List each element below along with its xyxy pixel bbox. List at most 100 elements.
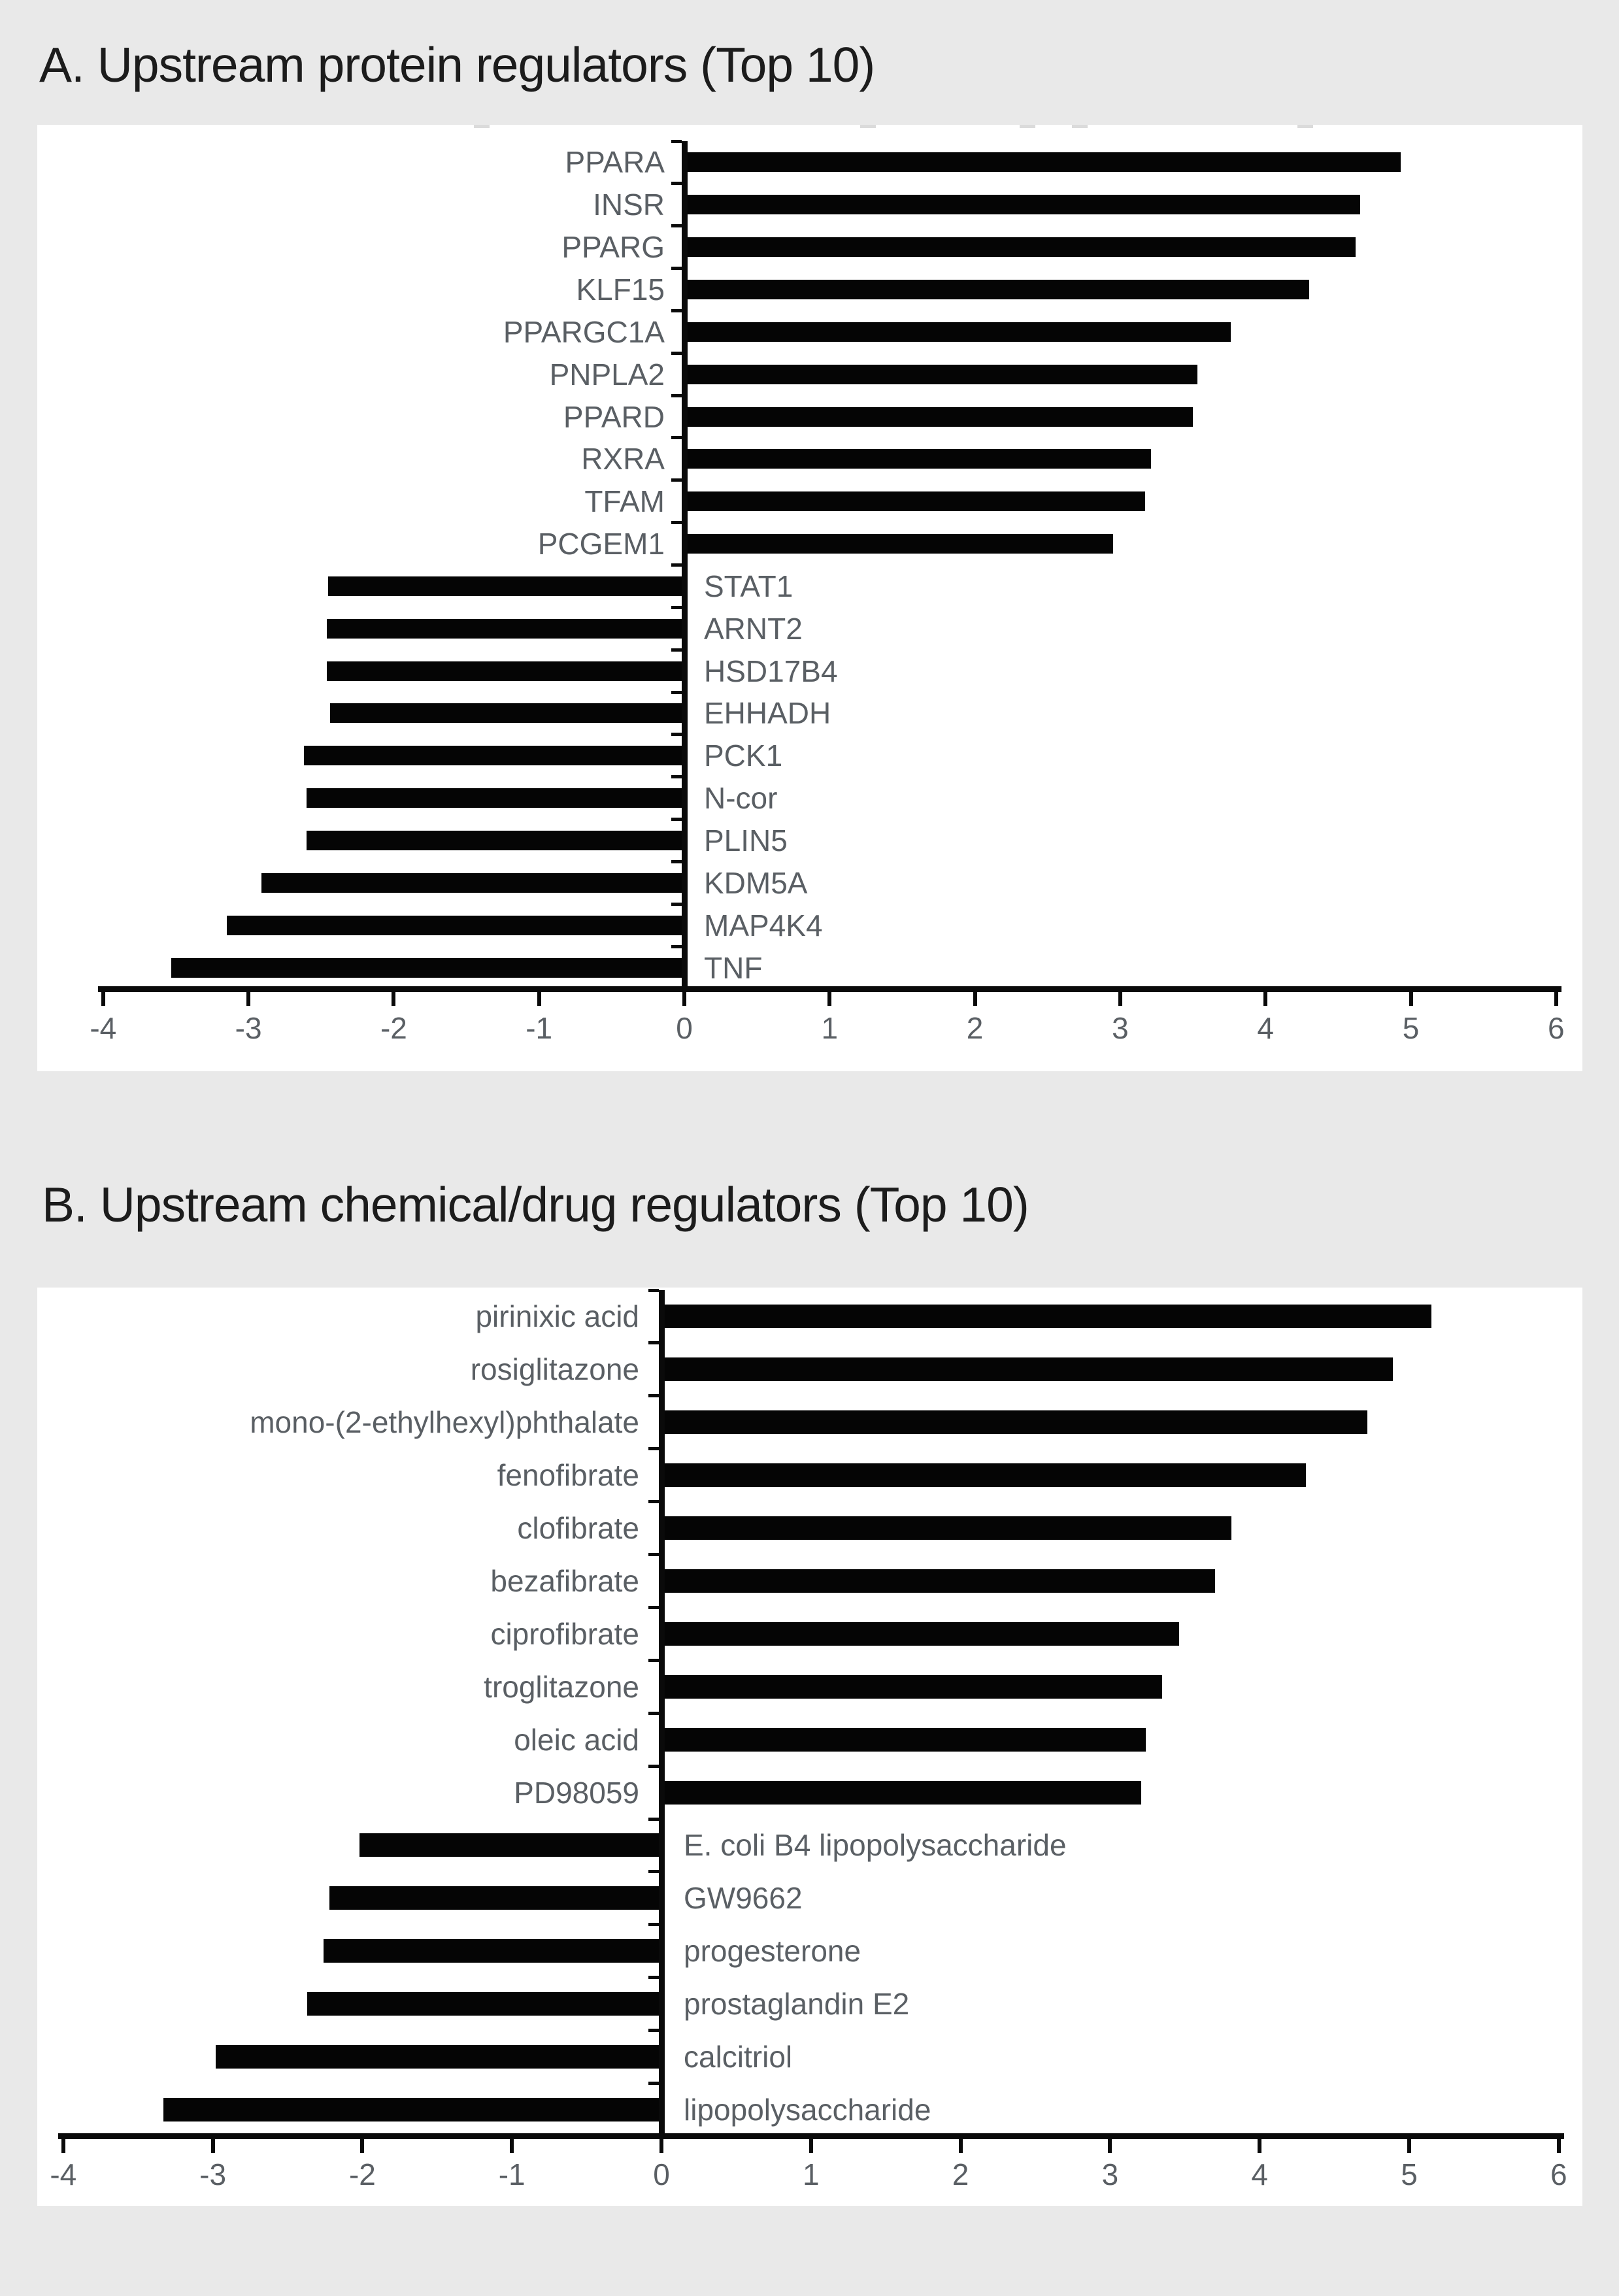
category-axis-tick (671, 859, 682, 863)
value-axis-tick-label: 3 (1101, 2157, 1119, 2191)
chart-a-panel: PPARA INSR PPARG KLF15 PPARGC1A PNPLA2 PPARD RX… (37, 125, 1582, 1071)
category-axis-tick (671, 436, 682, 440)
bar-mono-(2-ethylhexyl)phthalate (661, 1410, 1367, 1435)
category-label: PD98059 (514, 1775, 639, 1810)
value-axis-tick (360, 2137, 365, 2153)
category-label: ciprofibrate (490, 1616, 639, 1651)
bar-fenofibrate (661, 1463, 1307, 1488)
category-label: ARNT2 (704, 611, 803, 646)
category-axis-line (681, 141, 688, 991)
value-axis-tick-label: -3 (199, 2157, 227, 2191)
value-axis-tick (973, 990, 977, 1006)
value-axis-tick (1118, 990, 1122, 1006)
value-axis-tick-label: 4 (1257, 1011, 1274, 1045)
category-label: bezafibrate (490, 1563, 639, 1598)
category-label: pirinixic acid (475, 1299, 639, 1334)
category-label: HSD17B4 (704, 654, 838, 688)
category-axis-tick (648, 1658, 659, 1662)
category-label: clofibrate (517, 1511, 639, 1546)
crop-artifact-mark (1297, 125, 1313, 128)
category-label: progesterone (684, 1934, 861, 1969)
crop-artifact-mark (1020, 125, 1035, 128)
bar-PD98059 (661, 1780, 1142, 1805)
category-axis-tick (671, 393, 682, 397)
category-label: GW9662 (684, 1881, 803, 1916)
value-axis-tick (682, 990, 686, 1006)
category-axis-tick (671, 775, 682, 779)
value-axis-line (58, 2133, 1564, 2139)
chart-b-panel: pirinixic acid rosiglitazone mono-(2-ethyl… (37, 1288, 1582, 2206)
bar-clofibrate (661, 1516, 1231, 1540)
category-axis-tick (648, 1605, 659, 1609)
bar-RXRA (684, 449, 1151, 469)
value-axis-tick-label: 4 (1251, 2157, 1268, 2191)
category-label: TNF (704, 950, 763, 985)
category-axis-tick (671, 902, 682, 906)
value-axis-tick (1108, 2137, 1112, 2153)
bar-N-cor (307, 788, 684, 808)
category-label: fenofibrate (497, 1458, 639, 1493)
value-axis-tick-label: 2 (966, 1011, 984, 1045)
bar-INSR (684, 195, 1360, 215)
category-label: PCK1 (704, 739, 783, 773)
bar-prostaglandin E2 (307, 1992, 661, 2016)
category-axis-tick (671, 605, 682, 609)
category-axis-tick (648, 1288, 659, 1292)
category-axis-tick (648, 1394, 659, 1398)
value-axis-tick-label: -1 (498, 2157, 526, 2191)
value-axis-tick (1263, 990, 1268, 1006)
value-axis-tick (1258, 2137, 1262, 2153)
category-label: KDM5A (704, 865, 808, 900)
value-axis-tick (1556, 2137, 1561, 2153)
bar-ARNT2 (327, 618, 684, 639)
category-label: rosiglitazone (470, 1352, 639, 1387)
category-axis-tick (648, 2082, 659, 2085)
category-axis-tick (648, 1500, 659, 1504)
category-label: PPARG (561, 230, 665, 265)
category-label: PPARA (565, 145, 665, 180)
category-axis-tick (671, 648, 682, 652)
value-axis-tick-label: -4 (90, 1011, 117, 1045)
category-label: TFAM (584, 484, 665, 519)
bar-PLIN5 (307, 831, 684, 851)
crop-artifact-mark (860, 125, 876, 128)
bar-pirinixic acid (661, 1305, 1432, 1329)
bar-EHHADH (329, 703, 684, 724)
category-axis-tick (671, 139, 682, 143)
crop-artifact-mark (1072, 125, 1088, 128)
value-axis-tick-label: -4 (50, 2157, 77, 2191)
category-label: MAP4K4 (704, 908, 823, 942)
category-axis-tick (671, 563, 682, 567)
bar-troglitazone (661, 1674, 1163, 1699)
bar-PNPLA2 (684, 364, 1197, 384)
value-axis-tick (1407, 2137, 1411, 2153)
bar-lipopolysaccharide (163, 2097, 661, 2121)
category-label: INSR (593, 188, 665, 222)
value-axis-tick-label: 6 (1548, 1011, 1565, 1045)
category-axis-tick (648, 1976, 659, 1980)
category-label: prostaglandin E2 (684, 1987, 910, 2021)
bar-PCK1 (303, 746, 684, 766)
category-axis-tick (671, 224, 682, 228)
category-axis-tick (648, 1341, 659, 1345)
bar-TFAM (684, 491, 1145, 512)
category-label: PPARGC1A (503, 314, 665, 349)
category-label: PLIN5 (704, 824, 788, 858)
category-label: calcitriol (684, 2040, 793, 2074)
category-axis-tick (671, 182, 682, 186)
value-axis-tick (1554, 990, 1558, 1006)
category-axis-tick (671, 521, 682, 525)
category-label: lipopolysaccharide (684, 2092, 931, 2127)
category-label: N-cor (704, 781, 778, 816)
bar-PPARG (684, 237, 1356, 258)
bar-STAT1 (328, 576, 684, 596)
value-axis-tick (510, 2137, 514, 2153)
category-axis-tick (648, 1447, 659, 1451)
value-axis-tick (809, 2137, 813, 2153)
category-label: mono-(2-ethylhexyl)phthalate (250, 1405, 639, 1440)
category-axis-tick (648, 1764, 659, 1768)
category-axis-tick (671, 818, 682, 822)
value-axis-tick-label: 1 (803, 2157, 820, 2191)
value-axis-tick (61, 2137, 65, 2153)
